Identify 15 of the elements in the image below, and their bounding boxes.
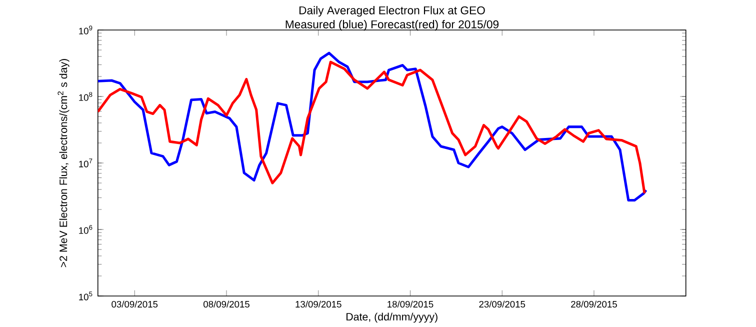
- x-tick-label: 18/09/2015: [388, 300, 434, 308]
- x-axis-title: Date, (dd/mm/yyyy): [346, 312, 438, 323]
- x-tick-label: 08/09/2015: [204, 300, 250, 308]
- y-tick-label: 10$^{7}$: [79, 158, 92, 168]
- chart-title: Daily Averaged Electron Flux at GEO: [299, 6, 485, 17]
- x-tick-label: 03/09/2015: [112, 300, 158, 308]
- y-axis-title: >2 MeV Electron Flux, electrons/(cm$^{2}$ s day): [58, 58, 70, 268]
- y-tick-label: 10$^{8}$: [79, 92, 92, 101]
- chart-subtitle: Measured (blue) Forecast(red) for 2015/09: [286, 20, 499, 31]
- y-tick-label: 10$^{9}$: [79, 26, 92, 34]
- x-tick-label: 13/09/2015: [296, 300, 342, 308]
- x-tick-label: 28/09/2015: [571, 300, 617, 308]
- x-tick-label: 23/09/2015: [479, 300, 526, 308]
- y-tick-label: 10$^{6}$: [79, 225, 92, 234]
- y-tick-label: 10$^{5}$: [79, 292, 92, 300]
